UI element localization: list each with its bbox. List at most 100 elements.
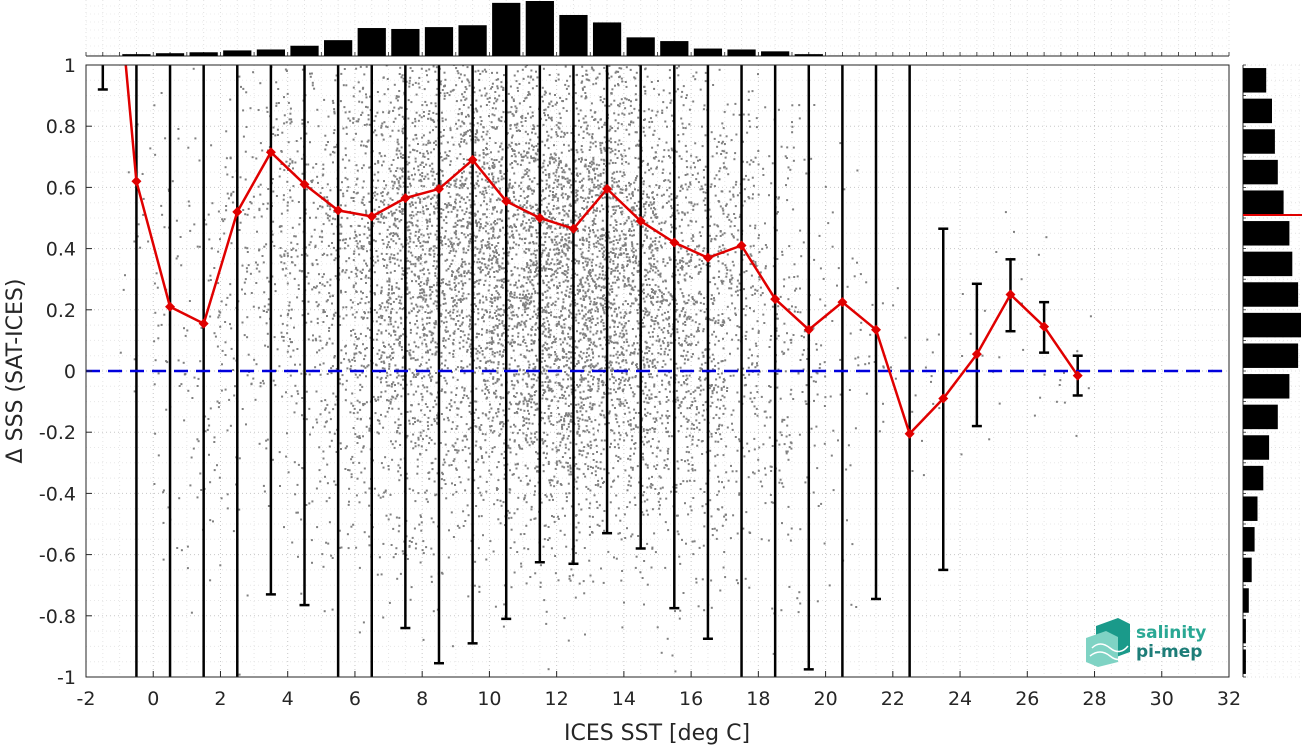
scatter-point bbox=[460, 323, 463, 326]
scatter-point bbox=[503, 277, 506, 280]
scatter-point bbox=[409, 349, 412, 352]
scatter-point bbox=[507, 509, 509, 512]
scatter-point bbox=[401, 267, 404, 270]
scatter-point bbox=[478, 344, 481, 347]
scatter-point bbox=[480, 515, 483, 518]
scatter-point bbox=[452, 225, 455, 228]
scatter-point bbox=[352, 461, 355, 464]
scatter-point bbox=[550, 119, 553, 122]
scatter-point bbox=[462, 248, 465, 251]
scatter-point bbox=[488, 137, 491, 140]
scatter-point bbox=[422, 210, 425, 213]
scatter-point bbox=[510, 291, 512, 294]
scatter-point bbox=[477, 282, 480, 285]
scatter-point bbox=[391, 292, 394, 295]
scatter-point bbox=[461, 265, 464, 268]
scatter-point bbox=[501, 267, 504, 270]
scatter-point bbox=[464, 179, 467, 182]
scatter-point bbox=[553, 520, 556, 523]
scatter-point bbox=[521, 284, 524, 287]
scatter-point bbox=[387, 343, 390, 346]
scatter-point bbox=[177, 137, 180, 140]
scatter-point bbox=[542, 369, 545, 372]
scatter-point bbox=[285, 267, 288, 270]
scatter-point bbox=[493, 206, 496, 209]
scatter-point bbox=[430, 334, 433, 337]
scatter-point bbox=[323, 196, 326, 199]
scatter-point bbox=[524, 371, 527, 374]
scatter-point bbox=[414, 547, 417, 550]
scatter-point bbox=[424, 300, 427, 303]
scatter-point bbox=[399, 444, 402, 446]
scatter-point bbox=[283, 114, 286, 117]
scatter-point bbox=[362, 403, 365, 405]
scatter-point bbox=[278, 365, 281, 368]
scatter-point bbox=[395, 395, 398, 398]
scatter-point bbox=[355, 183, 358, 186]
scatter-point bbox=[469, 240, 472, 243]
scatter-point bbox=[482, 138, 485, 141]
scatter-point bbox=[499, 396, 502, 398]
scatter-point bbox=[318, 469, 321, 472]
scatter-point bbox=[457, 407, 460, 410]
scatter-point bbox=[461, 80, 463, 83]
scatter-point bbox=[415, 192, 418, 195]
scatter-point bbox=[479, 248, 482, 251]
scatter-point bbox=[293, 411, 296, 414]
scatter-point bbox=[515, 80, 518, 83]
scatter-point bbox=[452, 305, 454, 308]
scatter-point bbox=[491, 350, 494, 353]
scatter-point bbox=[412, 376, 415, 379]
scatter-point bbox=[535, 153, 538, 156]
scatter-point bbox=[390, 238, 393, 241]
scatter-point bbox=[307, 163, 310, 166]
scatter-point bbox=[356, 191, 359, 194]
scatter-point bbox=[428, 68, 431, 71]
scatter-point bbox=[367, 301, 370, 304]
scatter-point bbox=[347, 244, 350, 247]
scatter-point bbox=[226, 507, 229, 510]
scatter-point bbox=[450, 391, 453, 394]
scatter-point bbox=[457, 298, 460, 301]
scatter-point bbox=[357, 118, 360, 121]
scatter-point bbox=[342, 238, 345, 241]
scatter-point bbox=[545, 284, 548, 287]
scatter-point bbox=[500, 178, 503, 181]
scatter-point bbox=[263, 291, 266, 294]
scatter-point bbox=[401, 193, 404, 196]
scatter-point bbox=[464, 263, 467, 266]
scatter-point bbox=[352, 121, 355, 124]
right-hist-bar bbox=[1243, 588, 1249, 613]
scatter-point bbox=[395, 170, 398, 172]
scatter-point bbox=[328, 445, 331, 448]
scatter-point bbox=[329, 418, 332, 421]
scatter-point bbox=[487, 271, 490, 274]
scatter-point bbox=[493, 236, 496, 239]
scatter-point bbox=[530, 235, 533, 238]
scatter-point bbox=[465, 341, 468, 344]
scatter-point bbox=[213, 332, 216, 335]
scatter-point bbox=[323, 98, 326, 101]
scatter-point bbox=[340, 448, 342, 450]
scatter-point bbox=[262, 484, 265, 487]
scatter-point bbox=[544, 108, 547, 111]
scatter-point bbox=[410, 251, 413, 254]
scatter-point bbox=[527, 299, 530, 302]
scatter-point bbox=[489, 403, 491, 406]
scatter-point bbox=[411, 371, 414, 374]
scatter-point bbox=[449, 240, 452, 243]
scatter-point bbox=[456, 438, 459, 441]
scatter-point bbox=[420, 392, 423, 395]
scatter-point bbox=[219, 564, 222, 567]
scatter-point bbox=[531, 111, 534, 114]
scatter-point bbox=[526, 65, 528, 67]
scatter-point bbox=[445, 206, 448, 209]
scatter-point bbox=[486, 342, 489, 345]
scatter-point bbox=[411, 70, 414, 72]
scatter-point bbox=[427, 428, 430, 431]
scatter-point bbox=[365, 401, 368, 404]
scatter-point bbox=[414, 421, 416, 423]
scatter-point bbox=[361, 371, 364, 374]
scatter-point bbox=[267, 505, 270, 507]
scatter-point bbox=[540, 255, 543, 258]
